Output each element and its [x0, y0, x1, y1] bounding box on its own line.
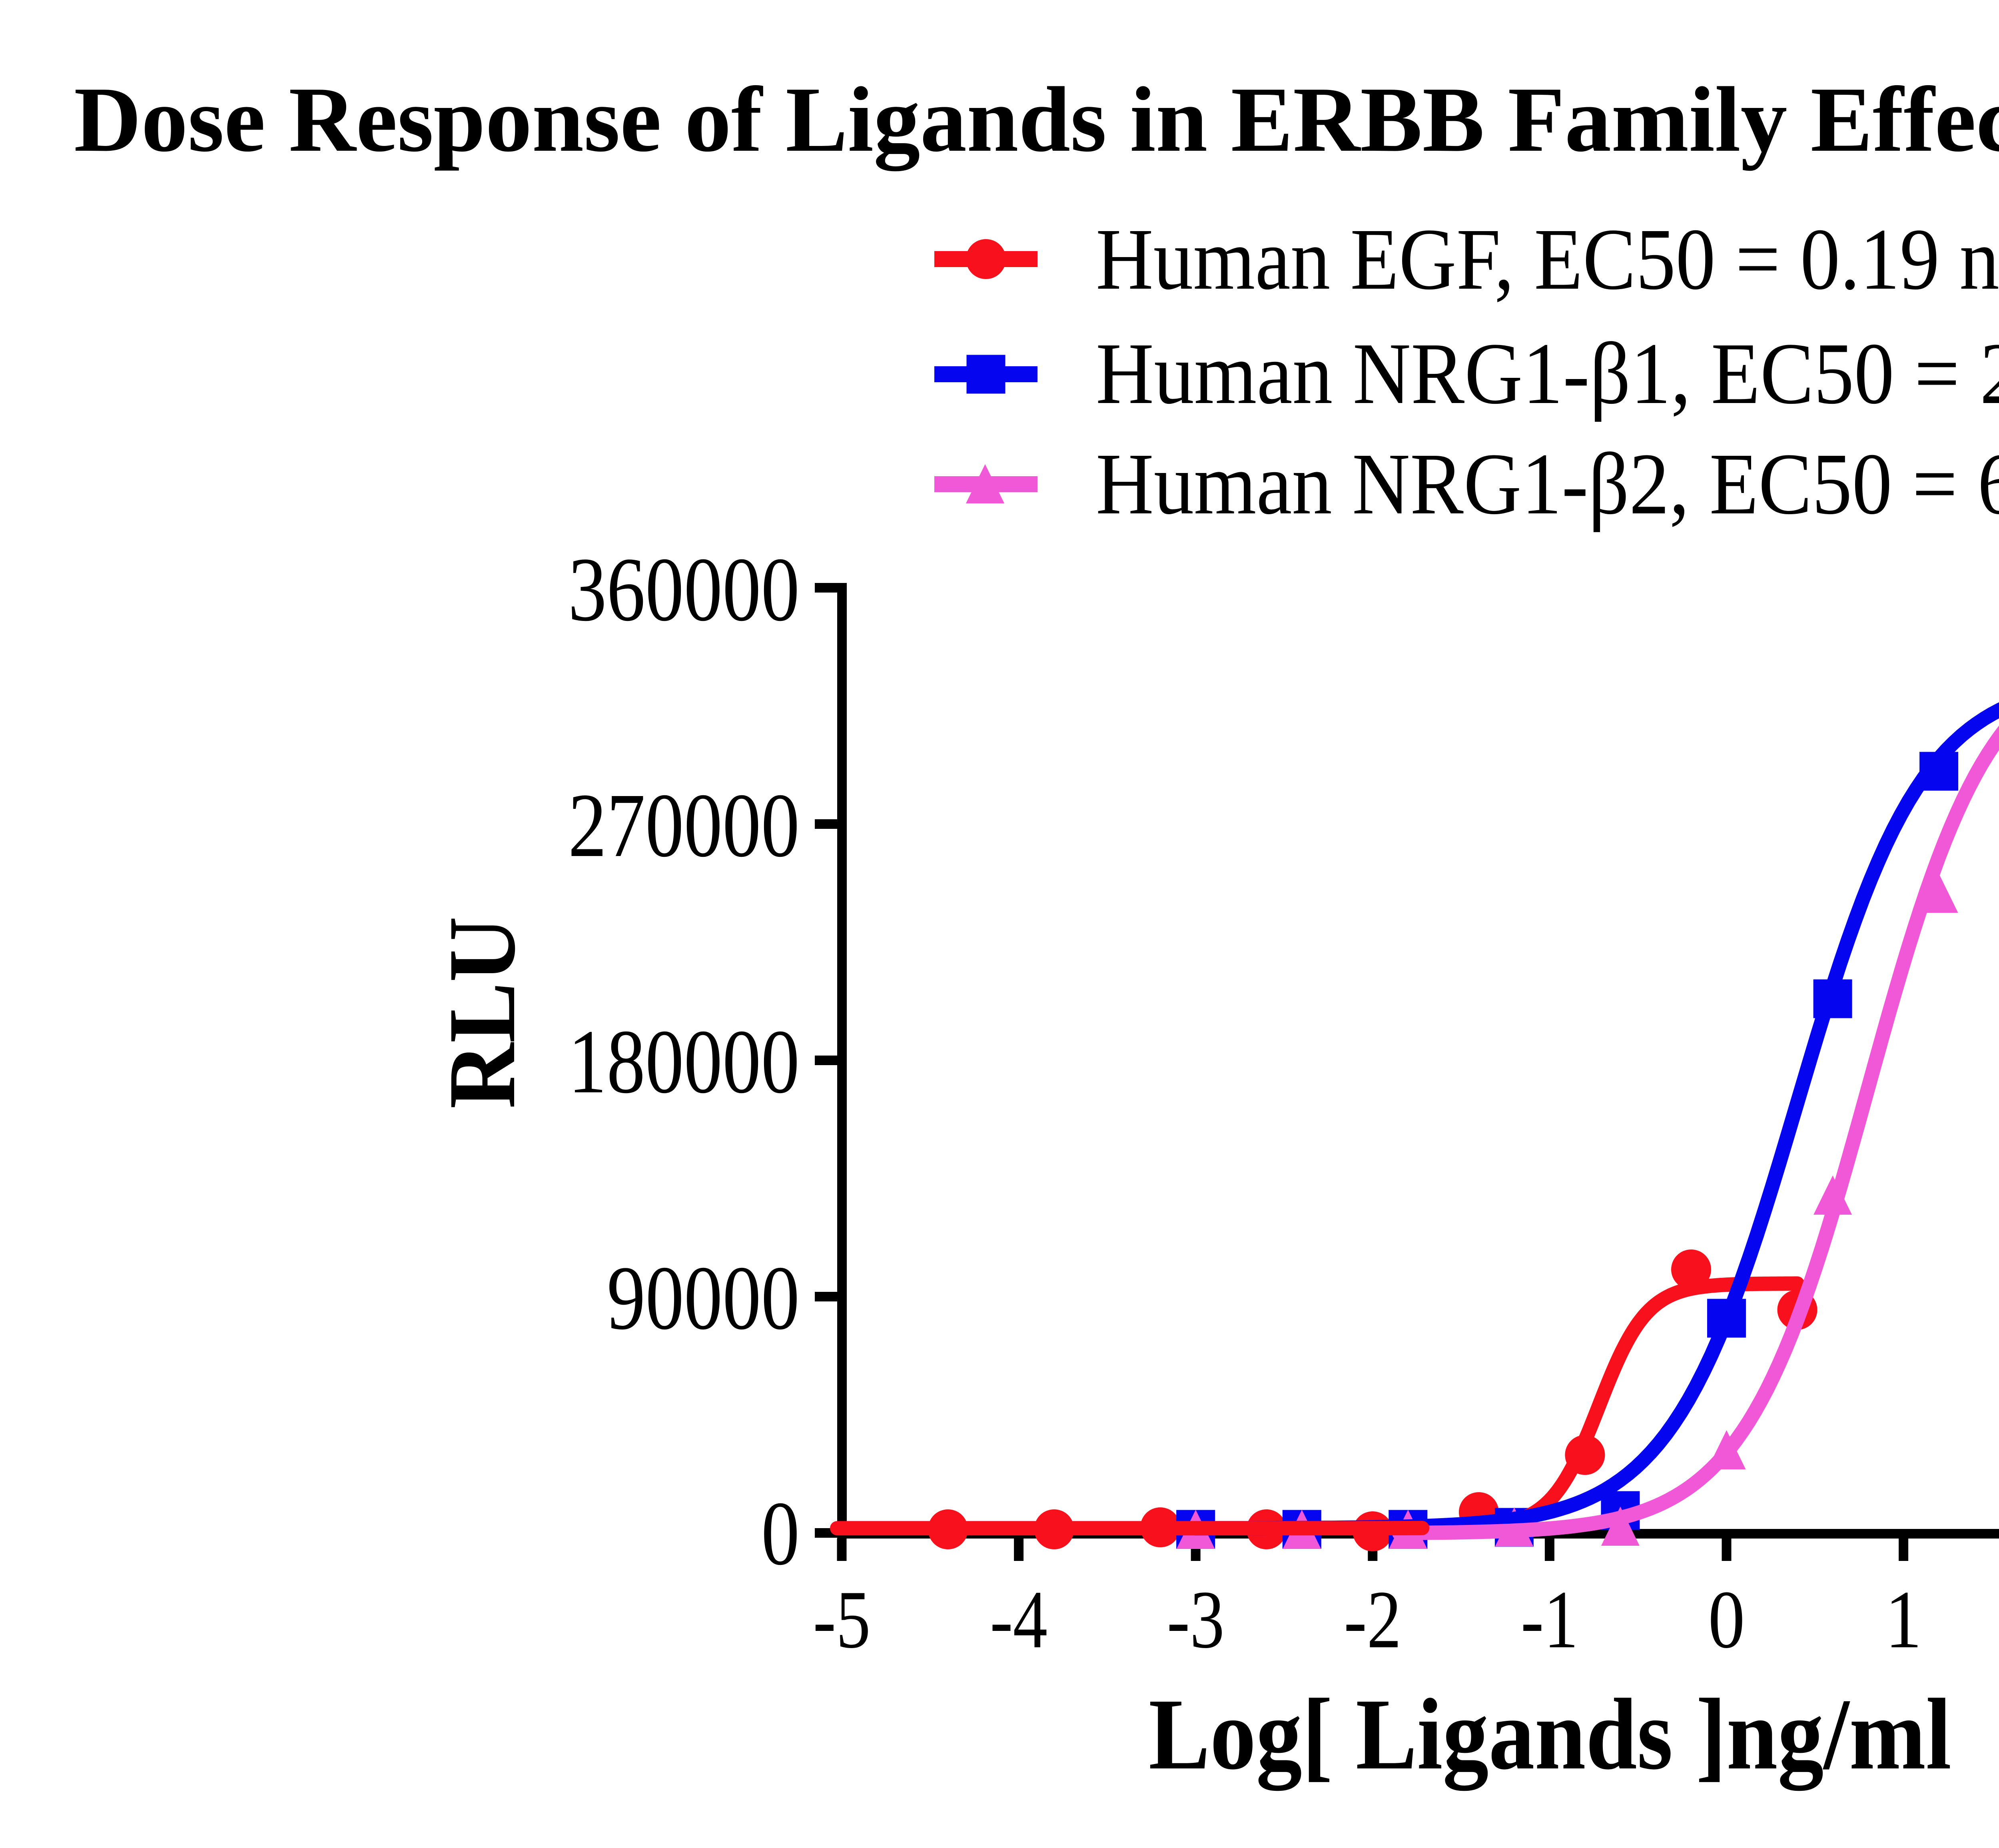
- svg-text:270000: 270000: [568, 774, 800, 876]
- svg-text:Log[ Ligands ]ng/ml: Log[ Ligands ]ng/ml: [1149, 1678, 1951, 1791]
- svg-text:0: 0: [1708, 1574, 1745, 1665]
- svg-text:-1: -1: [1521, 1574, 1578, 1665]
- svg-text:RLU: RLU: [429, 916, 535, 1109]
- svg-text:1: 1: [1885, 1574, 1922, 1665]
- svg-text:360000: 360000: [568, 539, 800, 640]
- svg-text:-5: -5: [813, 1574, 871, 1665]
- svg-text:Human EGF, EC50 = 0.19 ng/ml: Human EGF, EC50 = 0.19 ng/ml: [1096, 210, 1999, 308]
- svg-text:-3: -3: [1167, 1574, 1225, 1665]
- svg-text:180000: 180000: [568, 1011, 800, 1112]
- svg-text:90000: 90000: [607, 1247, 800, 1349]
- svg-text:-4: -4: [990, 1574, 1047, 1665]
- svg-text:-2: -2: [1344, 1574, 1401, 1665]
- svg-text:0: 0: [761, 1483, 800, 1584]
- svg-text:Human NRG1-β1, EC50 = 2.44 ng/: Human NRG1-β1, EC50 = 2.44 ng/ml: [1096, 325, 1999, 422]
- svg-text:Dose Response of Ligands in ER: Dose Response of Ligands in ERBB Family …: [74, 68, 1999, 172]
- svg-text:Human NRG1-β2, EC50 = 6.08 ng/: Human NRG1-β2, EC50 = 6.08 ng/ml: [1096, 435, 1999, 533]
